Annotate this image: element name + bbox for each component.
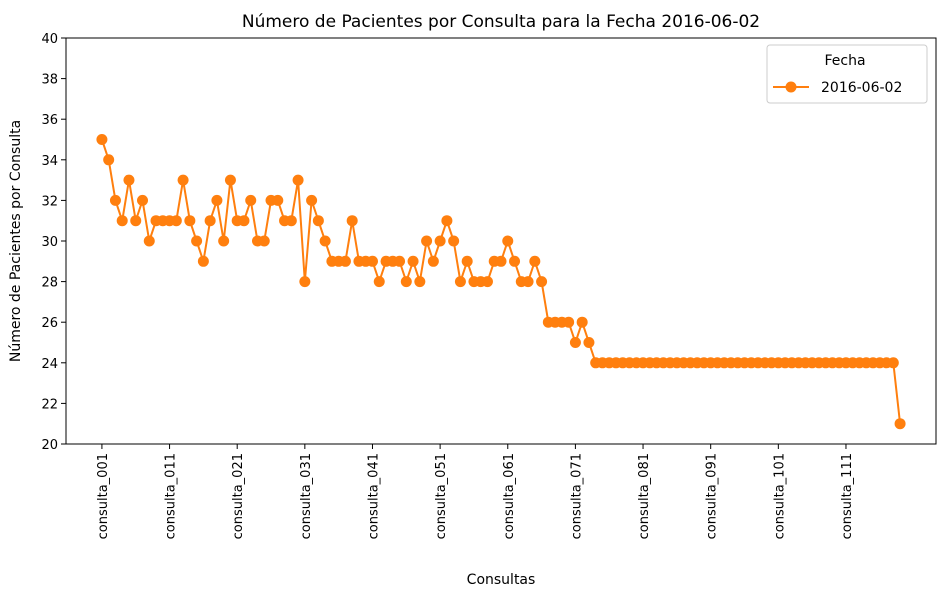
data-point	[563, 316, 575, 328]
legend-point-marker	[785, 81, 797, 93]
y-axis-title: Número de Pacientes por Consulta	[8, 120, 24, 362]
x-tick-label: consulta_091	[705, 453, 720, 539]
data-point	[204, 215, 216, 227]
data-point	[522, 276, 534, 288]
legend: Fecha 2016-06-02	[766, 44, 928, 104]
data-point	[434, 235, 446, 247]
data-point	[495, 255, 507, 267]
data-point	[130, 215, 142, 227]
y-tick-label: 36	[41, 113, 58, 128]
x-tick-label: consulta_111	[840, 453, 855, 539]
data-point	[569, 337, 581, 348]
y-tick-label: 40	[41, 32, 58, 47]
x-tick-label: consulta_081	[637, 453, 652, 539]
data-point	[414, 276, 426, 288]
data-point	[427, 255, 439, 267]
data-point	[197, 255, 209, 267]
data-point	[448, 235, 460, 247]
data-point	[461, 255, 473, 267]
data-point	[400, 276, 412, 288]
x-tick-label: consulta_001	[96, 453, 111, 539]
y-tick-label: 30	[41, 235, 58, 250]
data-point	[96, 134, 108, 145]
x-tick-label: consulta_041	[366, 453, 381, 539]
legend-entry-2016-06-02: 2016-06-02	[821, 80, 902, 96]
data-point	[339, 255, 351, 267]
data-point	[441, 215, 453, 227]
data-point	[887, 357, 899, 369]
y-tick-label: 20	[41, 438, 58, 453]
data-point	[509, 255, 521, 267]
y-tick-label: 22	[41, 397, 58, 412]
x-axis: consulta_001 consulta_011 consulta_021 cons…	[96, 444, 855, 539]
data-point	[177, 174, 189, 186]
data-point	[894, 418, 906, 430]
y-tick-label: 28	[41, 276, 58, 291]
data-point	[258, 235, 270, 247]
chart-title: Número de Pacientes por Consulta para la…	[242, 12, 760, 32]
data-point	[285, 215, 297, 227]
data-point	[170, 215, 182, 227]
y-tick-label: 32	[41, 194, 58, 209]
data-point	[421, 235, 433, 247]
data-point	[245, 194, 257, 206]
data-point	[536, 276, 548, 288]
data-point	[116, 215, 128, 227]
x-tick-label: consulta_021	[231, 453, 246, 539]
data-point	[366, 255, 378, 267]
data-point	[224, 174, 236, 186]
data-point	[191, 235, 203, 247]
data-point	[218, 235, 230, 247]
data-point	[123, 174, 135, 186]
data-point	[137, 194, 148, 206]
y-tick-label: 38	[41, 73, 58, 88]
legend-box	[766, 44, 928, 104]
x-tick-label: consulta_011	[164, 453, 179, 539]
y-axis: 20 22 24 26 28 30 32 34 36 38 40	[41, 32, 66, 453]
y-tick-label: 26	[41, 316, 58, 331]
data-point	[454, 276, 466, 288]
series-line	[100, 139, 902, 424]
data-point	[272, 194, 284, 206]
x-tick-label: consulta_031	[299, 453, 314, 539]
series-layer	[96, 134, 906, 430]
data-point	[502, 235, 514, 247]
x-tick-label: consulta_061	[502, 453, 517, 539]
legend-title: Fecha	[824, 53, 865, 69]
data-point	[407, 255, 419, 267]
data-point	[346, 215, 358, 227]
x-axis-title: Consultas	[467, 572, 536, 588]
data-point	[529, 255, 541, 267]
data-point	[394, 255, 406, 267]
data-point	[184, 215, 196, 227]
data-point	[143, 235, 155, 247]
data-point	[299, 276, 311, 288]
data-point	[306, 194, 318, 206]
data-point	[292, 174, 304, 186]
x-tick-label: consulta_071	[569, 453, 584, 539]
data-point	[373, 276, 385, 288]
data-point	[319, 235, 331, 247]
y-tick-label: 34	[41, 154, 58, 169]
data-point	[211, 194, 223, 206]
x-tick-label: consulta_051	[434, 453, 449, 539]
data-point	[583, 337, 595, 348]
data-point	[312, 215, 324, 227]
y-tick-label: 24	[41, 357, 58, 372]
x-tick-label: consulta_101	[772, 453, 787, 539]
data-point	[109, 194, 121, 206]
data-point	[103, 154, 115, 166]
data-point	[481, 276, 493, 288]
data-point	[238, 215, 250, 227]
data-point	[576, 316, 588, 328]
plot-frame	[65, 37, 937, 445]
